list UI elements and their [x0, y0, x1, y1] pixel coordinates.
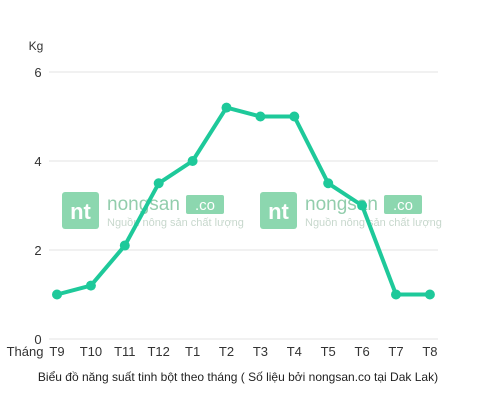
chart-caption: Biểu đồ năng suất tinh bột theo tháng ( … [38, 370, 438, 384]
x-tick-label: T8 [422, 344, 437, 359]
x-axis-ticks: T9 T10 T11 T12 T1 T2 T3 T4 T5 T6 T7 T8 [49, 344, 437, 359]
x-tick-label: T6 [355, 344, 370, 359]
x-tick-label: T1 [185, 344, 200, 359]
x-tick-label: T3 [253, 344, 268, 359]
data-point [255, 111, 266, 122]
watermarks: nt nongsan .co Nguồn nông sản chất lượng nt n… [62, 192, 442, 229]
watermark-logo-badge [260, 192, 297, 229]
data-point [289, 111, 300, 122]
x-tick-label: T5 [321, 344, 336, 359]
x-tick-label: T12 [147, 344, 169, 359]
y-tick-label: 6 [34, 65, 41, 80]
series-points [52, 102, 435, 300]
x-tick-label: T10 [80, 344, 102, 359]
grid-lines [49, 71, 438, 340]
watermark-logo-badge [62, 192, 99, 229]
data-point [85, 280, 96, 291]
watermark-brand-name: nongsan [107, 194, 180, 215]
watermark-brand-tld: .co [393, 197, 413, 214]
x-tick-label: T4 [287, 344, 302, 359]
y-tick-label: 4 [34, 154, 41, 169]
data-point [221, 102, 232, 113]
data-point [119, 240, 130, 251]
x-tick-label: T11 [114, 344, 135, 359]
watermark-logo-letters: nt [268, 199, 289, 224]
watermark-logo-letters: nt [70, 199, 91, 224]
data-point [153, 178, 164, 189]
watermark-tagline: Nguồn nông sản chất lượng [107, 217, 244, 229]
watermark-logo: nt nongsan .co Nguồn nông sản chất lượng [62, 192, 244, 229]
x-tick-label: T7 [388, 344, 403, 359]
watermark-brand-tld: .co [195, 197, 215, 214]
watermark-tagline: Nguồn nông sản chất lượng [305, 217, 442, 229]
x-axis-label: Tháng [7, 344, 44, 359]
series-line [55, 105, 432, 297]
data-point [52, 289, 62, 300]
data-point [323, 178, 334, 189]
y-axis-label: Kg [29, 39, 44, 53]
y-tick-label: 2 [34, 243, 41, 258]
watermark-tld-badge [186, 195, 224, 214]
x-tick-label: T9 [49, 344, 64, 359]
data-point [391, 289, 401, 300]
y-tick-label: 0 [34, 332, 41, 347]
watermark-tld-badge [384, 195, 422, 214]
data-point [424, 289, 435, 300]
x-tick-label: T2 [219, 344, 234, 359]
data-point [357, 200, 368, 211]
y-axis-ticks: 0 2 4 6 [34, 65, 41, 347]
data-point [187, 156, 198, 166]
